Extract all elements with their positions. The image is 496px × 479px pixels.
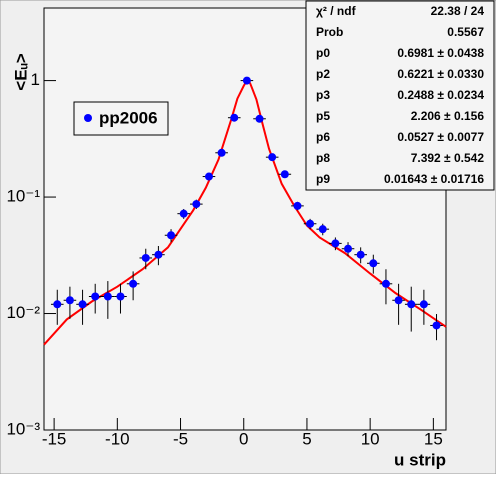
stats-value: 2.206 ± 0.156	[411, 109, 485, 123]
data-point	[381, 279, 390, 288]
stats-name: p0	[316, 46, 330, 60]
x-tick-label: 15	[424, 429, 443, 448]
legend-marker	[84, 114, 92, 122]
data-point	[116, 292, 125, 301]
x-tick-label: 5	[302, 429, 311, 448]
stats-name: p2	[316, 67, 330, 81]
data-point	[141, 253, 150, 262]
stats-value: 0.0527 ± 0.0077	[397, 130, 484, 144]
stats-value: 0.2488 ± 0.0234	[397, 88, 484, 102]
stats-name: p5	[316, 109, 330, 123]
x-tick-label: -10	[105, 429, 130, 448]
x-tick-label: 10	[361, 429, 380, 448]
data-point	[407, 300, 416, 309]
data-point	[369, 259, 378, 268]
data-point	[78, 300, 87, 309]
stats-value: 0.6981 ± 0.0438	[397, 46, 484, 60]
data-point	[255, 114, 264, 123]
data-point	[268, 153, 277, 162]
stats-value: 0.6221 ± 0.0330	[397, 67, 484, 81]
stats-name: p6	[316, 130, 330, 144]
data-point	[53, 300, 62, 309]
data-point	[419, 300, 428, 309]
x-tick-label: -15	[42, 429, 67, 448]
data-point	[179, 209, 188, 218]
x-axis-label: u strip	[394, 450, 446, 469]
data-point	[230, 113, 239, 122]
data-point	[318, 225, 327, 234]
stats-value: 0.01643 ± 0.01716	[384, 172, 484, 186]
data-point	[217, 148, 226, 157]
y-tick-label: 10⁻¹	[6, 187, 40, 206]
data-point	[154, 250, 163, 259]
stats-value: 7.392 ± 0.542	[411, 151, 485, 165]
y-tick-label: 1	[31, 70, 40, 89]
x-tick-label: -5	[173, 429, 188, 448]
data-point	[432, 321, 441, 330]
data-point	[91, 292, 100, 301]
data-point	[129, 279, 138, 288]
stats-box	[305, 0, 495, 191]
stats-value: 22.38 / 24	[431, 4, 485, 18]
y-tick-label: 10⁻²	[6, 303, 40, 322]
stats-name: χ² / ndf	[316, 4, 357, 18]
data-point	[192, 200, 201, 209]
data-point	[331, 239, 340, 248]
stats-name: p8	[316, 151, 330, 165]
data-point	[356, 250, 365, 259]
stats-name: p9	[316, 172, 330, 186]
legend-box	[73, 101, 169, 136]
data-point	[103, 292, 112, 301]
data-point	[65, 296, 74, 305]
data-point	[280, 170, 289, 179]
data-point	[293, 201, 302, 210]
data-point	[344, 244, 353, 253]
data-point	[394, 296, 403, 305]
stats-name: p3	[316, 88, 330, 102]
data-point	[242, 76, 251, 85]
data-point	[204, 172, 213, 181]
stats-name: Prob	[316, 25, 343, 39]
stats-value: 0.5567	[447, 25, 484, 39]
data-point	[306, 219, 315, 228]
y-tick-label: 10⁻³	[6, 419, 40, 438]
legend-label: pp2006	[99, 108, 158, 127]
y-axis-label: <Eᵤ>	[11, 53, 30, 91]
x-tick-label: 0	[239, 429, 248, 448]
data-point	[167, 231, 176, 240]
